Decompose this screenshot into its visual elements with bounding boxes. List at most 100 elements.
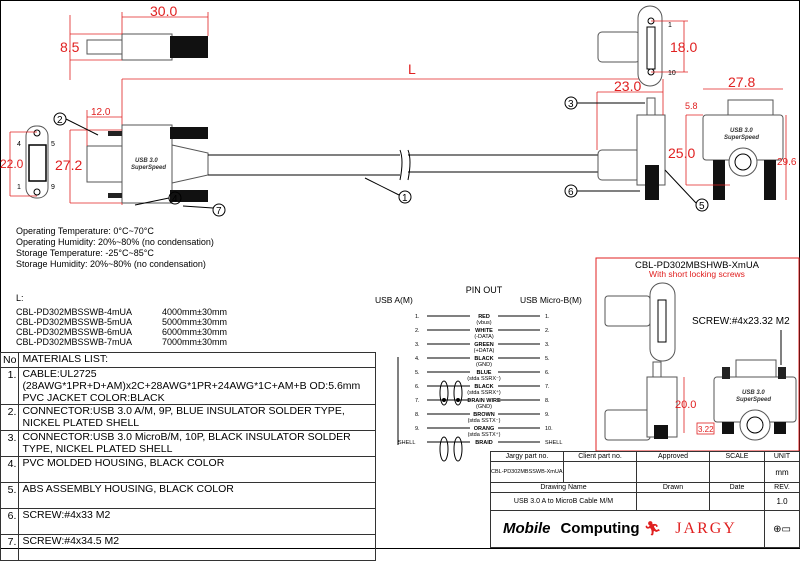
row-text: CONNECTOR:USB 3.0 A/M, 9P, BLUE INSULATO… xyxy=(18,404,376,431)
micro-b-face-view: 18.0 1 10 xyxy=(597,5,697,87)
table-row: 3. CONNECTOR:USB 3.0 MicroB/M, 10P, BLACK… xyxy=(0,430,376,457)
pin-label: 10 xyxy=(668,70,676,77)
row-no: 7. xyxy=(0,534,20,561)
wire-note: (vbus) xyxy=(476,320,491,326)
callout-6: 6 xyxy=(568,187,574,198)
spec-line: Operating Humidity: 20%~80% (no condensa… xyxy=(16,237,214,247)
wire-note: (-DATA) xyxy=(474,334,494,340)
twisted-pair-marker xyxy=(453,380,463,406)
usb-logo-text: USB 3.0 xyxy=(730,128,753,134)
wire-note: (stda SSTX⁺) xyxy=(468,431,501,438)
wire-note: (GND) xyxy=(476,404,492,410)
row-text: PVC MOLDED HOUSING, BLACK COLOR xyxy=(18,456,376,483)
specs: Operating Temperature: 0°C~70°C Operatin… xyxy=(16,226,214,269)
length-value: 6000mm±30mm xyxy=(162,327,227,337)
table-row: 1. CABLE:UL2725 (28AWG*1PR+D+AM)x2C+28AWG… xyxy=(0,367,376,405)
wire-note: (+DATA) xyxy=(474,348,495,354)
wire-color: BLUE xyxy=(477,370,492,376)
length-value: 4000mm±30mm xyxy=(162,307,227,317)
callouts: 2 1 3 4 5 6 7 xyxy=(53,96,709,217)
callout-3: 3 xyxy=(568,99,574,110)
callout-7: 7 xyxy=(216,206,222,217)
callout-1: 1 xyxy=(402,193,408,204)
row-text: CONNECTOR:USB 3.0 MicroB/M, 10P, BLACK I… xyxy=(18,430,376,457)
row-no: 4. xyxy=(0,456,20,483)
drain-node xyxy=(456,398,460,402)
wire-color: RED xyxy=(478,314,490,320)
pinout-diagram: PIN OUT USB A(M) USB Micro-B(M) 1. RED(vb… xyxy=(375,285,582,462)
pinout-right-header: USB Micro-B(M) xyxy=(520,295,582,305)
pin-left: 2. xyxy=(415,328,420,334)
pin-right: 5. xyxy=(545,356,550,362)
spec-line: Storage Humidity: 20%~80% (no condensati… xyxy=(16,259,206,269)
variant-title: CBL-PD302MBSHWB-XmUA xyxy=(635,260,760,271)
length-value: 7000mm±30mm xyxy=(162,337,227,347)
jargy-part-value: CBL-PD302MBSSWB-XmUA xyxy=(490,461,564,483)
variant-subtitle: With short locking screws xyxy=(649,269,745,279)
pinout-title: PIN OUT xyxy=(466,285,503,295)
pin-left: 5. xyxy=(415,370,420,376)
row-text: SCREW:#4x34.5 M2 xyxy=(18,534,376,561)
usb-logo-text: SuperSpeed xyxy=(131,165,166,171)
usb-a-face-view: 22.0 4 5 1 9 xyxy=(0,125,55,199)
drain-node xyxy=(442,398,446,402)
wire-note: (stda SSRX⁺) xyxy=(467,389,501,396)
pin-label: 1 xyxy=(668,22,672,29)
dim-22: 22.0 xyxy=(0,157,24,171)
length-part: CBL-PD302MBSSWB-4mUA xyxy=(16,307,132,317)
micro-b-front-view: USB 3.0 SuperSpeed 27.8 25.0 5.8 29.6 xyxy=(668,74,797,200)
row-no: 2. xyxy=(0,404,20,431)
pin-left: 7. xyxy=(415,398,420,404)
dim-18: 18.0 xyxy=(670,39,697,55)
materials-no-header: No xyxy=(0,352,20,368)
dim-23: 23.0 xyxy=(614,78,641,94)
logo-mobile: Mobile xyxy=(503,520,551,537)
wire-color: WHITE xyxy=(475,328,493,334)
dim-27-8: 27.8 xyxy=(728,74,755,90)
length-value: 5000mm±30mm xyxy=(162,317,227,327)
pinout-left-header: USB A(M) xyxy=(375,295,413,305)
dim-25: 25.0 xyxy=(668,145,695,161)
logo-jargy: JARGY xyxy=(675,520,737,537)
scale-label: SCALE xyxy=(709,451,765,462)
rev-value: 1.0 xyxy=(764,492,800,511)
running-man-icon: 🏃︎ xyxy=(643,520,662,536)
usb-a-top-view: 30.0 8.5 xyxy=(60,3,209,80)
row-text: ABS ASSEMBLY HOUSING, BLACK COLOR xyxy=(18,482,376,509)
pin-left: 6. xyxy=(415,384,420,390)
length-part: CBL-PD302MBSSWB-7mUA xyxy=(16,337,132,347)
wire-color: BROWN xyxy=(473,412,494,418)
length-label: L: xyxy=(16,293,24,303)
pin-label: 4 xyxy=(17,141,21,148)
twisted-pair-marker xyxy=(439,436,449,462)
pin-right: 8. xyxy=(545,398,550,404)
callout-2: 2 xyxy=(57,115,63,126)
pin-right: 2. xyxy=(545,328,550,334)
dim-12: 12.0 xyxy=(91,107,111,118)
dim-30: 30.0 xyxy=(150,3,177,19)
table-row: 6. SCREW:#4x33 M2 xyxy=(0,508,376,535)
dim-5-8: 5.8 xyxy=(685,101,698,111)
drawn-label: Drawn xyxy=(636,482,710,493)
row-text: SCREW:#4x33 M2 xyxy=(18,508,376,535)
pin-label: 9 xyxy=(51,184,55,191)
usb-logo-text: USB 3.0 xyxy=(742,390,765,396)
pin-right: 10. xyxy=(545,426,553,432)
variant-drawing: 20.0 3.22 USB 3.0 SuperSpeed xyxy=(604,282,797,441)
wire-color: BLACK xyxy=(474,384,493,390)
company-logos: Mobile Computing 🏃︎ JARGY xyxy=(490,510,765,548)
title-block: Jargy part no. Client part no. Approved … xyxy=(490,451,800,548)
micro-b-side-view: 23.0 xyxy=(596,78,666,200)
wire-note: (stda SSTX⁻) xyxy=(468,418,501,424)
materials-header: MATERIALS LIST: xyxy=(18,352,376,368)
drawing-name-label: Drawing Name xyxy=(490,482,637,493)
dim-29-6: 29.6 xyxy=(777,157,797,168)
row-no: 6. xyxy=(0,508,20,535)
row-no: 1. xyxy=(0,367,20,405)
variant-screw-note: SCREW:#4x23.32 M2 xyxy=(692,316,790,327)
spec-line: Operating Temperature: 0°C~70°C xyxy=(16,226,154,236)
wire-color: BRAID xyxy=(475,440,492,446)
usb-logo-text: SuperSpeed xyxy=(724,135,759,141)
pin-right: 6. xyxy=(545,370,550,376)
pin-right: 9. xyxy=(545,412,550,418)
